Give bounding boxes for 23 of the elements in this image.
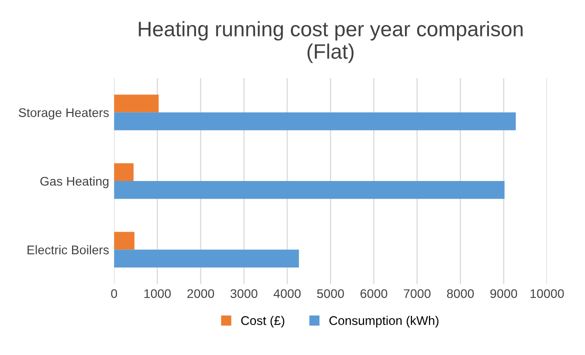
legend-label: Consumption (kWh) — [329, 316, 438, 328]
y-tick-label: Electric Boilers — [28, 245, 109, 254]
legend-label: Cost (£) — [241, 316, 284, 328]
x-tick-label: 7000 — [404, 289, 431, 298]
x-tick-label: 3000 — [230, 289, 258, 298]
x-tick-label: 0 — [111, 289, 118, 298]
x-tick-label: 8000 — [447, 289, 474, 298]
bar — [114, 181, 505, 199]
x-tick-label: 2000 — [187, 289, 214, 298]
bar — [114, 250, 299, 268]
x-tick-label: 6000 — [360, 289, 388, 298]
x-tick-label: 1000 — [144, 289, 171, 298]
bar — [114, 163, 134, 182]
y-tick-label: Gas Heating — [40, 176, 108, 188]
x-tick-label: 10000 — [530, 289, 564, 298]
y-tick-label: Storage Heaters — [18, 108, 109, 120]
x-tick-label: 5000 — [317, 289, 344, 298]
bar — [114, 94, 159, 112]
x-tick-label: 9000 — [490, 289, 518, 298]
bar — [114, 112, 516, 130]
bar — [114, 232, 134, 250]
chart-title: Heating running cost per year comparison (Flat) — [138, 21, 523, 63]
x-tick-label: 4000 — [274, 289, 301, 298]
